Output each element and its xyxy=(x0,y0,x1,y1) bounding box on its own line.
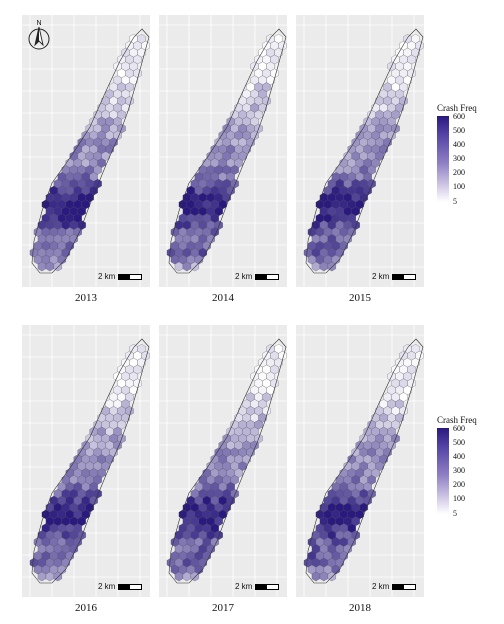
map-svg-2015 xyxy=(296,15,424,287)
map-panel-2015: 2 km xyxy=(296,15,424,287)
scale-bar-graphic xyxy=(118,273,143,280)
map-panel-2013: 2 km xyxy=(22,15,150,287)
legend-colorbar: 600 500 400 300 200 100 5 xyxy=(437,424,477,518)
legend-bottom: Crash Freq 600 500 400 300 200 100 5 xyxy=(437,415,477,518)
map-panel-2014: 2 km xyxy=(159,15,287,287)
map-svg-2017 xyxy=(159,325,287,597)
legend-tick: 300 xyxy=(453,466,465,475)
year-label-2016: 2016 xyxy=(75,602,97,614)
map-svg-2013 xyxy=(22,15,150,287)
legend-tick: 600 xyxy=(453,112,465,121)
island-outline xyxy=(168,28,287,274)
legend-tick: 100 xyxy=(453,182,465,191)
year-label-2018: 2018 xyxy=(349,602,371,614)
north-label: N xyxy=(36,20,41,27)
legend-title: Crash Freq xyxy=(437,415,477,425)
legend-gradient xyxy=(437,116,449,202)
scale-bar-2013: 2 km xyxy=(98,272,143,281)
island-outline xyxy=(168,338,287,584)
legend-tick: 100 xyxy=(453,494,465,503)
island-outline xyxy=(31,338,150,584)
legend-tick: 200 xyxy=(453,168,465,177)
scale-label: 2 km xyxy=(235,582,253,591)
map-panel-2018: 2 km xyxy=(296,325,424,597)
legend-tick: 500 xyxy=(453,438,465,447)
scale-label: 2 km xyxy=(98,582,116,591)
island-outline xyxy=(31,28,150,274)
year-label-2014: 2014 xyxy=(212,292,234,304)
scale-bar-2014: 2 km xyxy=(235,272,280,281)
north-arrow-icon: N xyxy=(28,20,50,50)
scale-bar-2016: 2 km xyxy=(98,582,143,591)
year-label-2013: 2013 xyxy=(75,292,97,304)
legend-gradient xyxy=(437,428,449,514)
legend-tick: 400 xyxy=(453,140,465,149)
island-outline xyxy=(305,338,424,584)
island-outline xyxy=(305,28,424,274)
scale-bar-2015: 2 km xyxy=(372,272,417,281)
year-label-2015: 2015 xyxy=(349,292,371,304)
legend-tick: 400 xyxy=(453,452,465,461)
legend-tick: 200 xyxy=(453,480,465,489)
scale-label: 2 km xyxy=(235,272,253,281)
scale-label: 2 km xyxy=(372,582,390,591)
legend-tick: 300 xyxy=(453,154,465,163)
scale-bar-2018: 2 km xyxy=(372,582,417,591)
scale-bar-graphic xyxy=(392,273,417,280)
scale-label: 2 km xyxy=(98,272,116,281)
legend-title: Crash Freq xyxy=(437,103,477,113)
map-svg-2014 xyxy=(159,15,287,287)
legend-colorbar: 600 500 400 300 200 100 5 xyxy=(437,112,477,206)
scale-bar-graphic xyxy=(118,583,143,590)
legend-tick: 5 xyxy=(453,197,457,206)
scale-bar-graphic xyxy=(255,273,280,280)
scale-bar-2017: 2 km xyxy=(235,582,280,591)
map-svg-2016 xyxy=(22,325,150,597)
map-svg-2018 xyxy=(296,325,424,597)
legend-tick: 5 xyxy=(453,509,457,518)
year-label-2017: 2017 xyxy=(212,602,234,614)
map-panel-2016: 2 km xyxy=(22,325,150,597)
scale-bar-graphic xyxy=(392,583,417,590)
legend-tick: 500 xyxy=(453,126,465,135)
scale-bar-graphic xyxy=(255,583,280,590)
scale-label: 2 km xyxy=(372,272,390,281)
map-panel-2017: 2 km xyxy=(159,325,287,597)
legend-top: Crash Freq 600 500 400 300 200 100 5 xyxy=(437,103,477,206)
legend-tick: 600 xyxy=(453,424,465,433)
